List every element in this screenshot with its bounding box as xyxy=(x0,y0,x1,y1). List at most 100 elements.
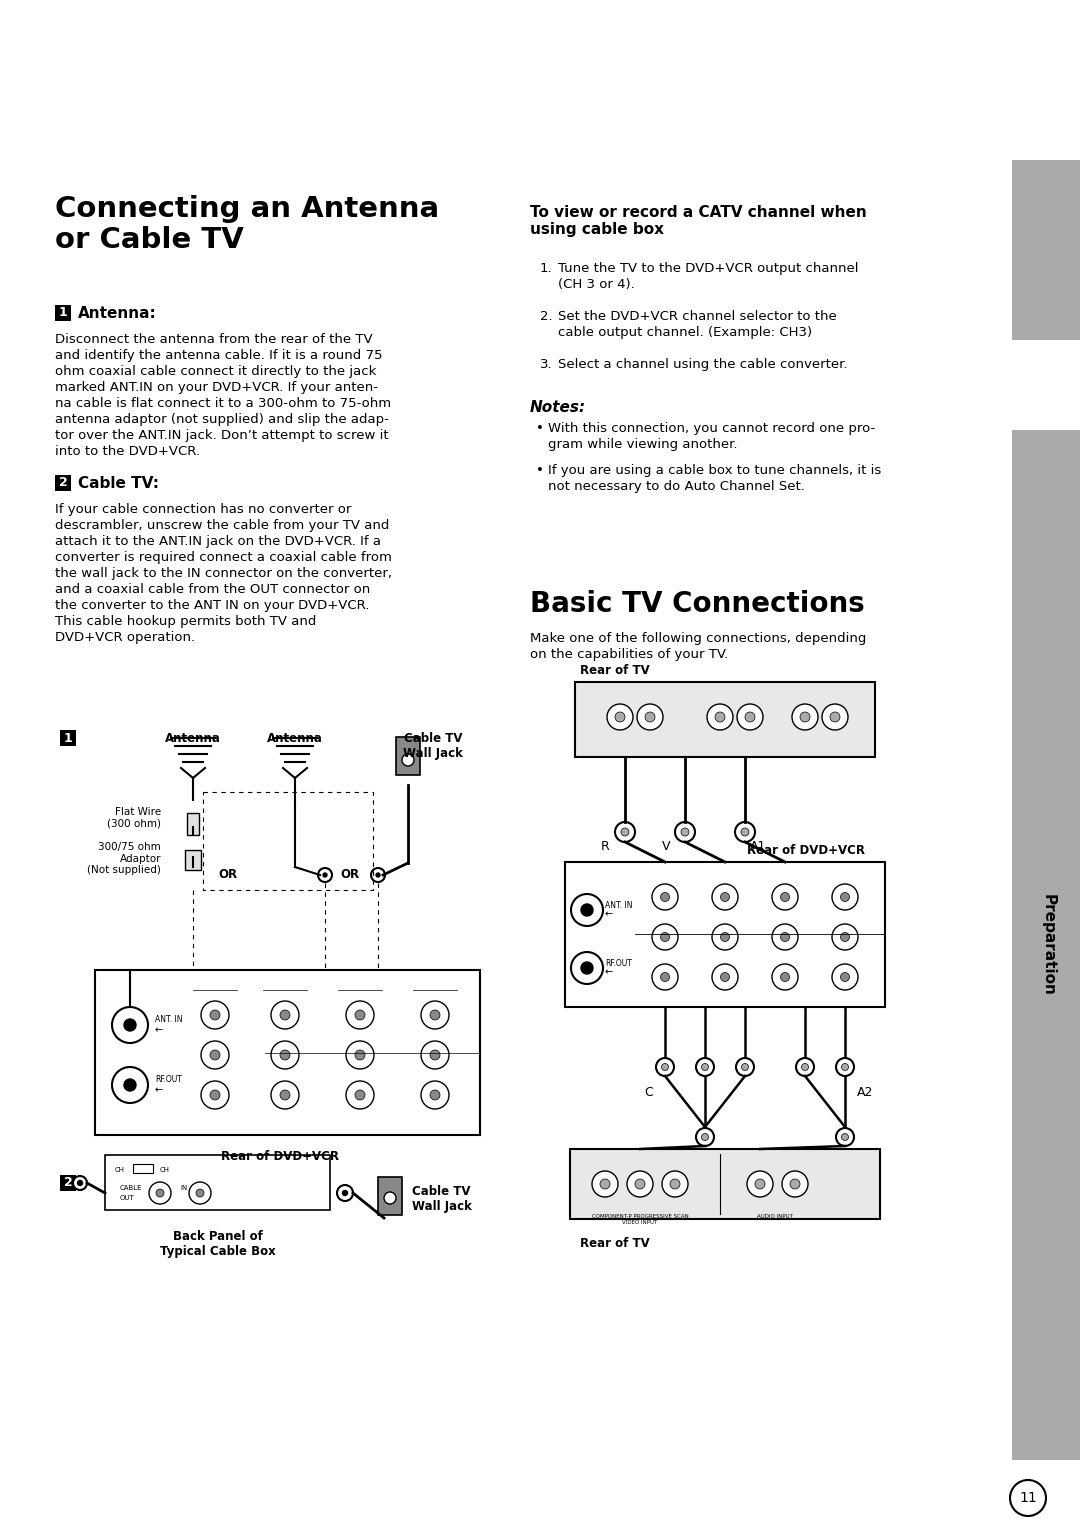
Text: the converter to the ANT IN on your DVD+VCR.: the converter to the ANT IN on your DVD+… xyxy=(55,599,369,613)
Text: RF.OUT: RF.OUT xyxy=(605,960,632,969)
Circle shape xyxy=(421,1001,449,1028)
Circle shape xyxy=(637,704,663,730)
Text: attach it to the ANT.IN jack on the DVD+VCR. If a: attach it to the ANT.IN jack on the DVD+… xyxy=(55,535,381,549)
Text: Rear of DVD+VCR: Rear of DVD+VCR xyxy=(747,843,865,857)
Bar xyxy=(60,730,76,746)
Circle shape xyxy=(346,1001,374,1028)
Circle shape xyxy=(832,964,858,990)
Text: 1: 1 xyxy=(64,732,72,744)
Text: Antenna:: Antenna: xyxy=(78,306,157,321)
Circle shape xyxy=(840,892,850,902)
Text: C: C xyxy=(645,1085,653,1099)
Text: RF.OUT: RF.OUT xyxy=(156,1076,181,1085)
Circle shape xyxy=(652,885,678,911)
Circle shape xyxy=(836,1057,854,1076)
Circle shape xyxy=(836,1128,854,1146)
Text: converter is required connect a coaxial cable from: converter is required connect a coaxial … xyxy=(55,552,392,564)
Circle shape xyxy=(346,1080,374,1109)
Bar xyxy=(1012,429,1080,1459)
Circle shape xyxy=(747,1170,773,1196)
Bar xyxy=(575,681,875,756)
Circle shape xyxy=(210,1050,220,1060)
Circle shape xyxy=(741,828,750,836)
Text: If your cable connection has no converter or: If your cable connection has no converte… xyxy=(55,503,351,516)
Text: descrambler, unscrew the cable from your TV and: descrambler, unscrew the cable from your… xyxy=(55,520,390,532)
Text: 11: 11 xyxy=(1020,1491,1037,1505)
Circle shape xyxy=(772,964,798,990)
Circle shape xyxy=(792,704,818,730)
Text: the wall jack to the IN connector on the converter,: the wall jack to the IN connector on the… xyxy=(55,567,392,581)
Text: ←: ← xyxy=(605,967,613,976)
Circle shape xyxy=(607,704,633,730)
Bar xyxy=(105,1155,330,1210)
Text: Notes:: Notes: xyxy=(530,400,586,416)
Text: 1.: 1. xyxy=(540,261,553,275)
Circle shape xyxy=(841,1134,849,1140)
Circle shape xyxy=(280,1089,291,1100)
Circle shape xyxy=(124,1079,136,1091)
Circle shape xyxy=(323,872,327,877)
Circle shape xyxy=(210,1010,220,1021)
Circle shape xyxy=(156,1189,164,1196)
Text: ←: ← xyxy=(156,1025,163,1034)
Text: To view or record a CATV channel when
using cable box: To view or record a CATV channel when us… xyxy=(530,205,867,237)
Text: Tune the TV to the DVD+VCR output channel: Tune the TV to the DVD+VCR output channe… xyxy=(558,261,859,275)
Circle shape xyxy=(201,1080,229,1109)
Text: Back Panel of
Typical Cable Box: Back Panel of Typical Cable Box xyxy=(160,1230,275,1258)
Circle shape xyxy=(831,712,840,723)
Text: This cable hookup permits both TV and: This cable hookup permits both TV and xyxy=(55,614,316,628)
Circle shape xyxy=(772,885,798,911)
Circle shape xyxy=(652,924,678,950)
Bar xyxy=(55,306,71,321)
Circle shape xyxy=(720,892,729,902)
Circle shape xyxy=(645,712,654,723)
Text: 3.: 3. xyxy=(540,358,553,371)
Circle shape xyxy=(195,1189,204,1196)
Circle shape xyxy=(696,1057,714,1076)
Circle shape xyxy=(318,868,332,882)
Circle shape xyxy=(656,1057,674,1076)
Text: and a coaxial cable from the OUT connector on: and a coaxial cable from the OUT connect… xyxy=(55,584,370,596)
Text: With this connection, you cannot record one pro-: With this connection, you cannot record … xyxy=(548,422,875,435)
Text: OUT: OUT xyxy=(120,1195,135,1201)
Bar xyxy=(55,475,71,490)
Bar xyxy=(396,736,420,775)
Text: not necessary to do Auto Channel Set.: not necessary to do Auto Channel Set. xyxy=(548,480,805,494)
Circle shape xyxy=(742,1063,748,1071)
Text: V: V xyxy=(661,840,670,854)
Text: IN: IN xyxy=(180,1186,187,1190)
Text: COMPONENT-P PROGRESSIVE SCAN
VIDEO INPUT: COMPONENT-P PROGRESSIVE SCAN VIDEO INPUT xyxy=(592,1215,688,1225)
Circle shape xyxy=(781,932,789,941)
Circle shape xyxy=(1010,1481,1047,1516)
Text: gram while viewing another.: gram while viewing another. xyxy=(548,439,738,451)
Circle shape xyxy=(621,828,629,836)
Circle shape xyxy=(384,1192,396,1204)
Circle shape xyxy=(796,1057,814,1076)
Circle shape xyxy=(712,964,738,990)
Circle shape xyxy=(346,1041,374,1070)
Circle shape xyxy=(421,1041,449,1070)
Circle shape xyxy=(615,822,635,842)
Circle shape xyxy=(430,1089,440,1100)
Circle shape xyxy=(280,1010,291,1021)
Circle shape xyxy=(737,704,762,730)
Circle shape xyxy=(124,1019,136,1031)
Circle shape xyxy=(681,828,689,836)
Text: 2: 2 xyxy=(58,477,67,489)
Circle shape xyxy=(801,1063,809,1071)
Text: Antenna: Antenna xyxy=(267,732,323,746)
Text: OR: OR xyxy=(218,868,238,882)
Circle shape xyxy=(661,892,670,902)
Circle shape xyxy=(376,872,380,877)
Text: 2: 2 xyxy=(64,1177,72,1189)
Text: CH: CH xyxy=(114,1167,125,1174)
Circle shape xyxy=(581,905,593,915)
Circle shape xyxy=(841,1063,849,1071)
Circle shape xyxy=(712,924,738,950)
Text: marked ANT.IN on your DVD+VCR. If your anten-: marked ANT.IN on your DVD+VCR. If your a… xyxy=(55,380,378,394)
Circle shape xyxy=(661,972,670,981)
Text: Set the DVD+VCR channel selector to the: Set the DVD+VCR channel selector to the xyxy=(558,310,837,322)
Circle shape xyxy=(707,704,733,730)
Circle shape xyxy=(702,1134,708,1140)
Circle shape xyxy=(581,963,593,973)
